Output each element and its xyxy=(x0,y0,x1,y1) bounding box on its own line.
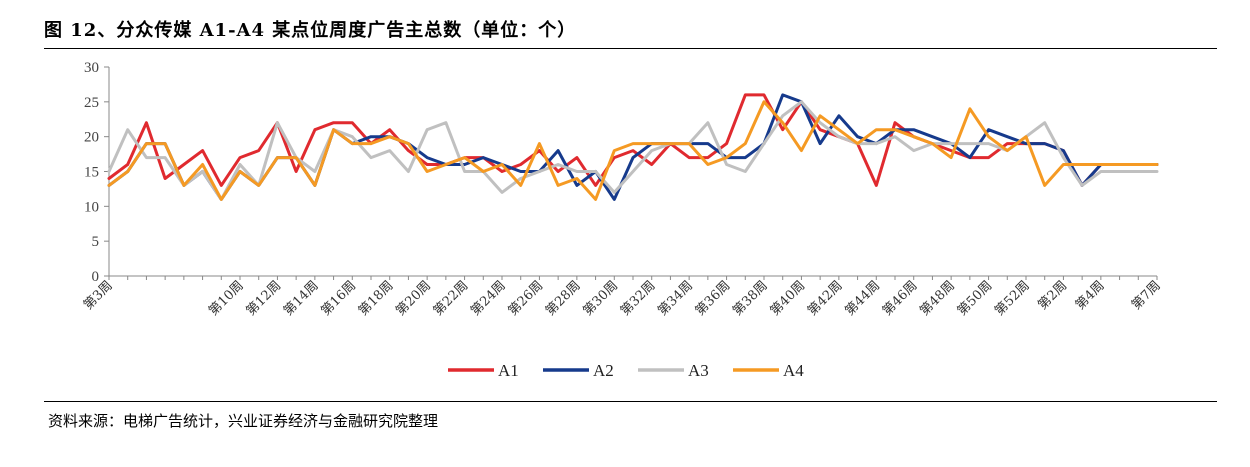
x-tick-label: 第28周 xyxy=(543,278,584,319)
x-tick-label: 第18周 xyxy=(356,278,397,319)
y-tick-label: 30 xyxy=(84,60,99,76)
y-tick-label: 20 xyxy=(84,130,99,146)
x-tick-label: 第4周 xyxy=(1073,278,1108,313)
series-line-a1 xyxy=(107,93,1159,187)
x-tick-label: 第52周 xyxy=(992,278,1033,319)
series-line-a4 xyxy=(107,100,1159,201)
x-tick-label: 第12周 xyxy=(244,278,285,319)
x-tick-label: 第22周 xyxy=(431,278,472,319)
x-tick-label: 第24周 xyxy=(468,278,509,319)
x-tick-label: 第38周 xyxy=(730,278,771,319)
x-tick-label: 第14周 xyxy=(281,278,322,319)
y-tick-label: 5 xyxy=(92,234,100,250)
legend-label-a4: A4 xyxy=(783,361,804,380)
x-tick-label: 第20周 xyxy=(393,278,434,319)
x-tick-label: 第32周 xyxy=(618,278,659,319)
x-axis: 第3周 第10周第12周第14周第16周第18周第20周第22周第24周第26周第… xyxy=(81,275,1164,319)
y-tick-label: 15 xyxy=(84,165,99,181)
x-tick-label: 第42周 xyxy=(805,278,846,319)
source-divider xyxy=(44,401,1217,402)
x-tick-label: 第30周 xyxy=(580,278,621,319)
x-tick-label: 第50周 xyxy=(955,278,996,319)
chart-title: 图 12、分众传媒 A1-A4 某点位周度广告主总数（单位：个） xyxy=(44,20,577,41)
x-tick-label: 第36周 xyxy=(693,278,734,319)
x-tick-label: 第48周 xyxy=(917,278,958,319)
y-tick-label: 10 xyxy=(84,199,99,215)
x-tick-label: 第2周 xyxy=(1035,278,1070,313)
legend-label-a1: A1 xyxy=(498,361,519,380)
legend-label-a3: A3 xyxy=(688,361,709,380)
source-note: 资料来源：电梯广告统计，兴业证券经济与金融研究院整理 xyxy=(48,412,439,430)
series-layer xyxy=(107,93,1159,201)
title-divider xyxy=(44,48,1217,49)
series-line-a3 xyxy=(107,100,1159,201)
x-tick-label: 第7周 xyxy=(1129,278,1164,313)
x-tick-label: 第10周 xyxy=(206,278,247,319)
x-tick-label: 第40周 xyxy=(768,278,809,319)
x-tick-label: 第34周 xyxy=(655,278,696,319)
x-tick-label: 第26周 xyxy=(506,278,547,319)
y-axis: 0 5 10 15 20 25 30 xyxy=(84,60,110,285)
y-tick-label: 0 xyxy=(92,269,100,285)
x-tick-label: 第44周 xyxy=(842,278,883,319)
x-tick-label: 第16周 xyxy=(318,278,359,319)
line-chart: 0 5 10 15 20 25 30 第3周 第10周第12周第14周第16周第18周第20周… xyxy=(81,60,1164,380)
legend: A1 A2 A3 A4 xyxy=(448,361,804,380)
x-tick-label: 第46周 xyxy=(880,278,921,319)
y-tick-label: 25 xyxy=(84,95,99,111)
legend-label-a2: A2 xyxy=(593,361,614,380)
